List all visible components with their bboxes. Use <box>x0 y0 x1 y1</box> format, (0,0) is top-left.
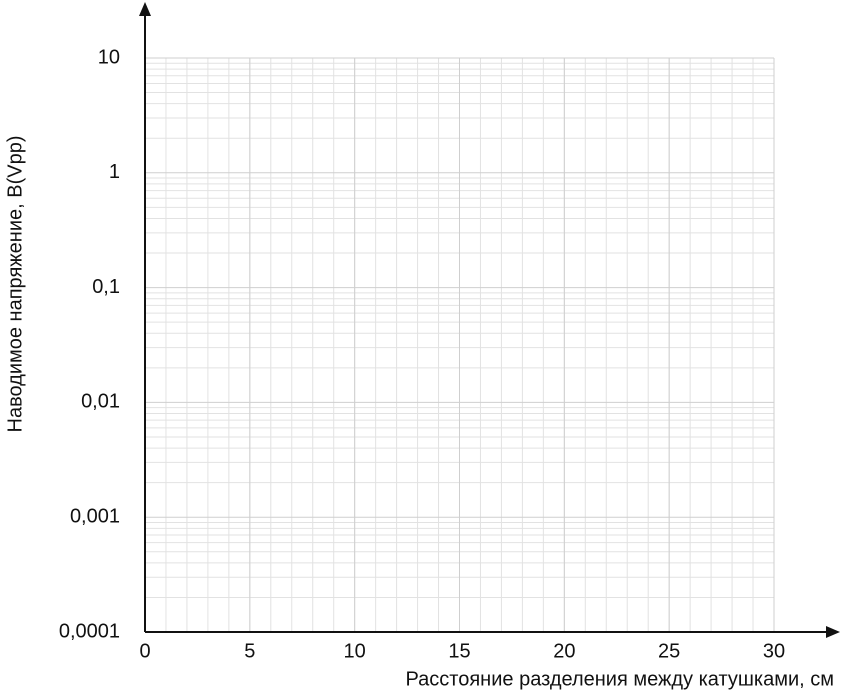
y-tick-label: 0,01 <box>81 391 120 413</box>
y-tick-label: 1 <box>109 161 120 183</box>
x-tick-label: 10 <box>344 640 366 662</box>
x-axis-arrow <box>826 626 840 638</box>
x-tick-label: 5 <box>244 640 255 662</box>
x-tick-label: 25 <box>658 640 680 662</box>
y-tick-label: 0,1 <box>92 276 120 298</box>
x-tick-label: 30 <box>763 640 785 662</box>
y-tick-label: 0,001 <box>70 505 120 527</box>
x-tick-label: 0 <box>139 640 150 662</box>
y-axis-label: Наводимое напряжение, В(Vpp) <box>4 136 26 433</box>
x-tick-label: 20 <box>553 640 575 662</box>
x-axis-label: Расстояние разделения между катушками, с… <box>405 668 834 690</box>
y-tick-label: 10 <box>98 46 120 68</box>
x-tick-label: 15 <box>448 640 470 662</box>
y-axis-arrow <box>139 2 151 16</box>
y-tick-label: 0,0001 <box>59 620 120 642</box>
